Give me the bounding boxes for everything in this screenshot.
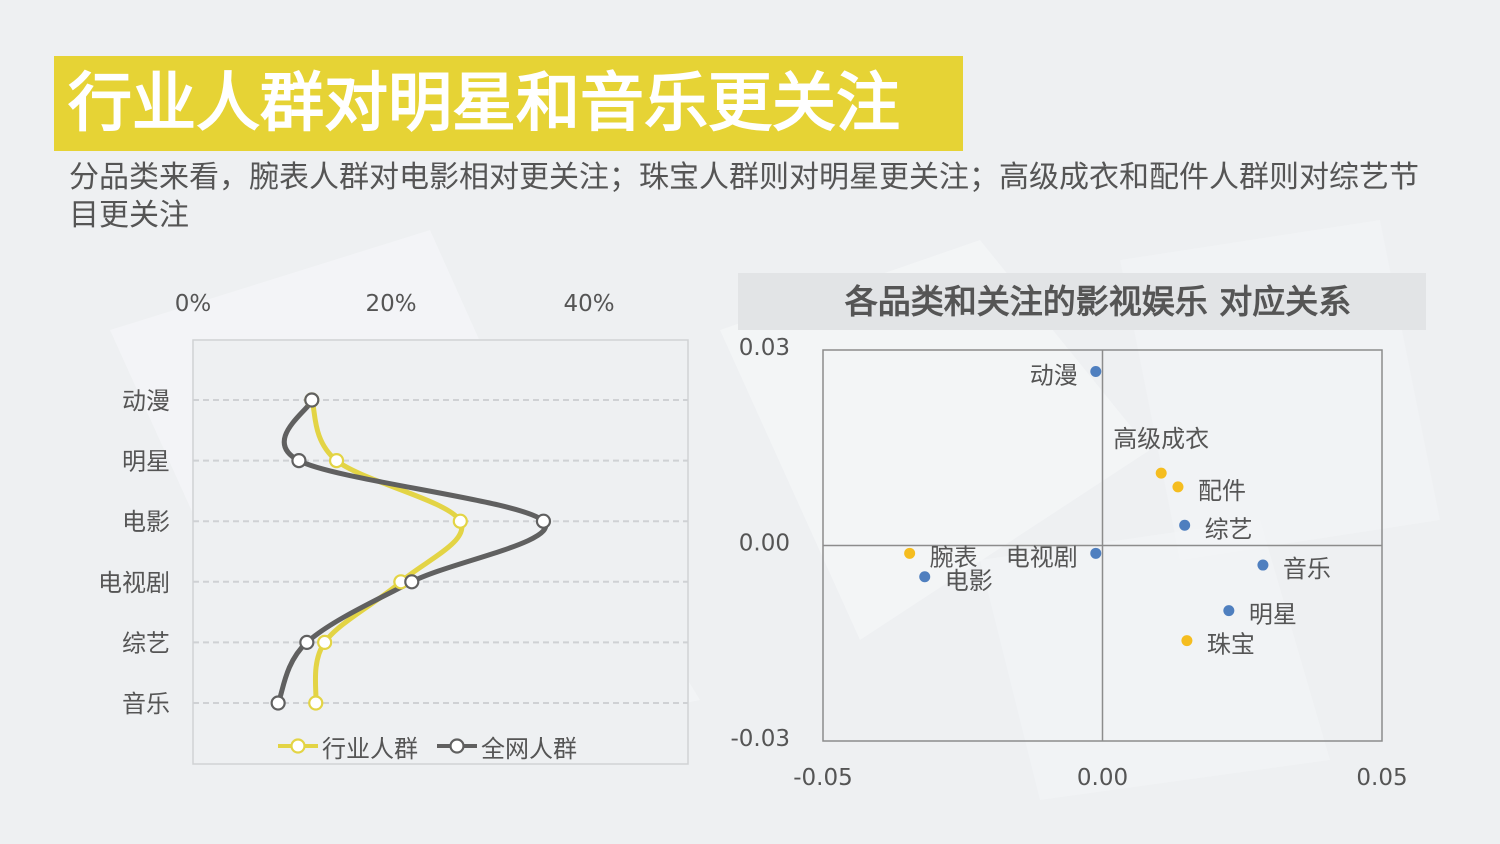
line-point-1 — [299, 634, 315, 651]
legend-swatch-marker — [449, 738, 465, 754]
line-point-0 — [328, 453, 345, 469]
scatter-point — [1257, 559, 1269, 571]
line-chart-x-tick-label: 20% — [365, 291, 416, 317]
scatter-x-tick-label: 0.00 — [1077, 765, 1128, 791]
scatter-point-label: 珠宝 — [1207, 631, 1255, 659]
scatter-point — [1090, 366, 1102, 378]
scatter-y-tick-label: 0.03 — [739, 335, 790, 361]
scatter-x-tick-label: 0.05 — [1356, 765, 1407, 791]
line-chart-x-tick-label: 0% — [175, 291, 212, 317]
scatter-y-tick-label: -0.03 — [730, 726, 790, 752]
line-point-1 — [304, 392, 320, 408]
scatter-point-label: 电视剧 — [1006, 543, 1078, 571]
scatter-point — [904, 547, 916, 559]
scatter-title-banner — [738, 273, 1426, 330]
scatter-y-tick-label: 0.00 — [739, 531, 790, 557]
scatter-point — [1181, 635, 1193, 647]
line-point-0 — [317, 634, 333, 651]
scatter-point — [1172, 481, 1184, 493]
scatter-point-label: 音乐 — [1283, 555, 1331, 583]
scatter-point — [919, 571, 931, 583]
scatter-point — [1155, 467, 1167, 479]
line-chart-x-tick-label: 40% — [563, 291, 614, 317]
legend-swatch-marker — [290, 738, 306, 754]
line-chart-category-label: 动漫 — [122, 387, 170, 415]
page-subtitle: 分品类来看，腕表人群对电影相对更关注；珠宝人群则对明星更关注；高级成衣和配件人群… — [69, 160, 1419, 233]
line-point-0 — [308, 695, 324, 711]
scatter-point-label: 明星 — [1249, 601, 1297, 629]
line-point-1 — [404, 574, 420, 590]
scatter-point — [1223, 605, 1235, 617]
scatter-point-label: 综艺 — [1205, 515, 1253, 543]
scatter-point — [1090, 547, 1102, 559]
line-point-0 — [452, 513, 468, 529]
scatter-chart-title: 各品类和关注的影视娱乐 对应关系 — [844, 282, 1352, 321]
line-chart-category-label: 音乐 — [122, 690, 170, 718]
legend-label: 全网人群 — [481, 735, 577, 763]
scatter-point-label: 高级成衣 — [1113, 425, 1209, 453]
scatter-point-label: 配件 — [1198, 477, 1246, 505]
scatter-point-label: 动漫 — [1030, 362, 1078, 390]
line-chart-category-label: 综艺 — [122, 629, 170, 657]
line-chart-category-label: 电影 — [122, 508, 170, 536]
scatter-point — [1179, 519, 1191, 531]
line-point-1 — [270, 695, 286, 711]
title-banner — [54, 56, 963, 151]
scatter-x-tick-label: -0.05 — [793, 765, 853, 791]
scatter-point-label: 腕表 — [930, 543, 978, 571]
line-chart-category-label: 明星 — [122, 448, 170, 476]
line-chart-category-label: 电视剧 — [98, 569, 170, 597]
page-title: 行业人群对明星和音乐更关注 — [68, 67, 900, 141]
line-point-1 — [535, 513, 552, 529]
scatter-point-label: 电影 — [945, 567, 993, 595]
legend-label: 行业人群 — [322, 735, 418, 763]
line-point-1 — [291, 453, 307, 469]
